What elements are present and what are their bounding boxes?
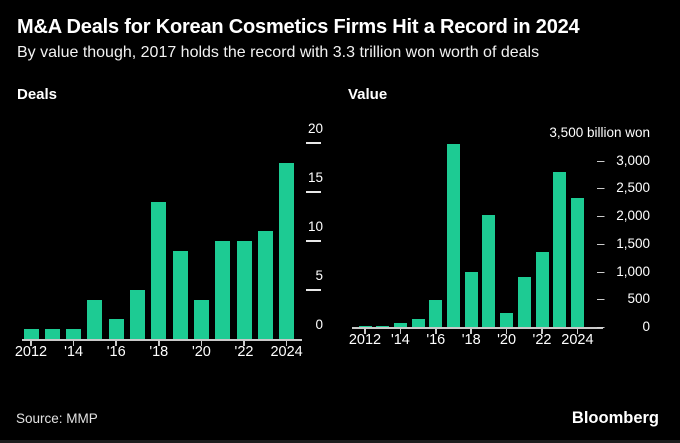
bar-2018	[151, 202, 167, 339]
x-axis-line	[352, 327, 603, 329]
x-tick-label-2022: '22	[234, 344, 254, 360]
bar-2021	[215, 241, 231, 339]
bar-2023	[257, 231, 273, 339]
bar-2020	[193, 300, 209, 339]
y-tick-value: 3,000	[616, 152, 650, 168]
bar-2019	[482, 215, 496, 327]
y-tick-value: 0	[642, 319, 650, 334]
y-tick-dash: –	[597, 180, 605, 196]
bar-2021	[517, 277, 531, 327]
x-tick-2012	[364, 328, 366, 334]
y-tick-label-2500: –2,500	[597, 179, 650, 197]
x-tick-2014	[72, 340, 75, 346]
x-tick-2022	[243, 340, 245, 346]
x-tick-label-2012: 2012	[14, 344, 48, 360]
bar-2012	[358, 326, 372, 327]
x-tick-2020	[505, 328, 508, 334]
x-tick-2024	[576, 328, 579, 334]
x-tick-label-2016: '16	[106, 344, 126, 360]
y-tick-label-10: 10	[307, 218, 323, 234]
y-tick-dash: –	[597, 152, 605, 168]
y-tick-label-1500: –1,500	[597, 235, 650, 253]
x-tick-2016	[115, 340, 117, 346]
bar-2015	[411, 319, 425, 327]
page-title: M&A Deals for Korean Cosmetics Firms Hit…	[17, 16, 580, 38]
x-axis-line	[22, 339, 302, 341]
source-note: Source: MMP	[16, 411, 98, 426]
bar-2013	[44, 329, 60, 339]
x-tick-2016	[435, 328, 437, 334]
y-tick-dash: –	[597, 263, 605, 279]
bar-2022	[236, 241, 252, 339]
y-tick-20	[306, 142, 321, 144]
x-tick-2022	[541, 328, 543, 334]
x-tick-2012	[30, 340, 32, 346]
y-tick-value: 500	[627, 291, 650, 307]
y-tick-dash: –	[597, 291, 605, 307]
bar-2014	[393, 323, 407, 327]
x-tick-2014	[399, 328, 402, 334]
bar-2024	[279, 163, 295, 339]
x-tick-2020	[200, 340, 203, 346]
bar-2014	[66, 329, 82, 339]
bar-2015	[87, 300, 103, 339]
deals-panel-title: Deals	[17, 86, 58, 103]
y-tick-value: 1,000	[616, 263, 650, 279]
bar-2016	[429, 300, 443, 327]
y-tick-label-0: 0	[315, 316, 323, 332]
y-tick-value: 1,500	[616, 235, 650, 251]
bottom-edge-strip	[0, 440, 680, 443]
x-tick-label-2020: '20	[191, 344, 211, 360]
x-tick-label-2014: '14	[64, 344, 84, 360]
bar-2013	[376, 326, 390, 327]
x-tick-label-2020: '20	[497, 332, 517, 348]
bar-2023	[553, 172, 567, 327]
y-tick-label-1000: –1,000	[597, 263, 650, 281]
x-tick-label-2014: '14	[390, 332, 410, 348]
y-tick-label-20: 20	[307, 120, 323, 136]
x-tick-2018	[470, 328, 472, 334]
y-tick-value: 2,500	[616, 180, 650, 196]
x-tick-label-2024: 2024	[270, 344, 303, 360]
x-tick-2024	[285, 340, 288, 346]
y-tick-dash: –	[597, 208, 605, 224]
y-tick-dash: –	[597, 235, 605, 251]
bar-2017	[447, 144, 460, 327]
y-tick-label-5: 5	[315, 267, 323, 283]
bar-2017	[130, 290, 145, 339]
y-tick-5	[306, 289, 321, 291]
y-tick-label-3000: –3,000	[597, 152, 650, 170]
y-tick-10	[306, 240, 321, 242]
bar-2019	[172, 251, 188, 339]
bar-2018	[464, 272, 478, 327]
bloomberg-logo: Bloomberg	[571, 409, 659, 427]
x-tick-2018	[158, 340, 160, 346]
x-tick-label-2018: '18	[149, 344, 169, 360]
x-tick-label-2018: '18	[461, 332, 481, 348]
x-tick-label-2016: '16	[426, 332, 446, 348]
y-tick-value: 2,000	[616, 208, 650, 224]
y-tick-label-0: –0	[597, 318, 650, 336]
bar-2016	[108, 319, 124, 339]
bar-2022	[535, 252, 549, 327]
x-tick-label-2024: 2024	[561, 332, 594, 348]
bar-2024	[570, 198, 584, 327]
page-subtitle: By value though, 2017 holds the record w…	[17, 44, 540, 61]
y-tick-15	[306, 191, 321, 193]
y-axis-unit-label: 3,500 billion won	[549, 125, 650, 140]
y-tick-label-15: 15	[307, 169, 323, 185]
value-panel-title: Value	[348, 86, 388, 103]
y-tick-label-2000: –2,000	[597, 207, 650, 225]
x-tick-label-2022: '22	[532, 332, 552, 348]
y-tick-dash: –	[597, 319, 605, 334]
bar-2012	[23, 329, 39, 339]
y-tick-label-500: – 500	[597, 290, 650, 308]
bar-2020	[500, 313, 514, 327]
x-tick-label-2012: 2012	[348, 332, 382, 348]
